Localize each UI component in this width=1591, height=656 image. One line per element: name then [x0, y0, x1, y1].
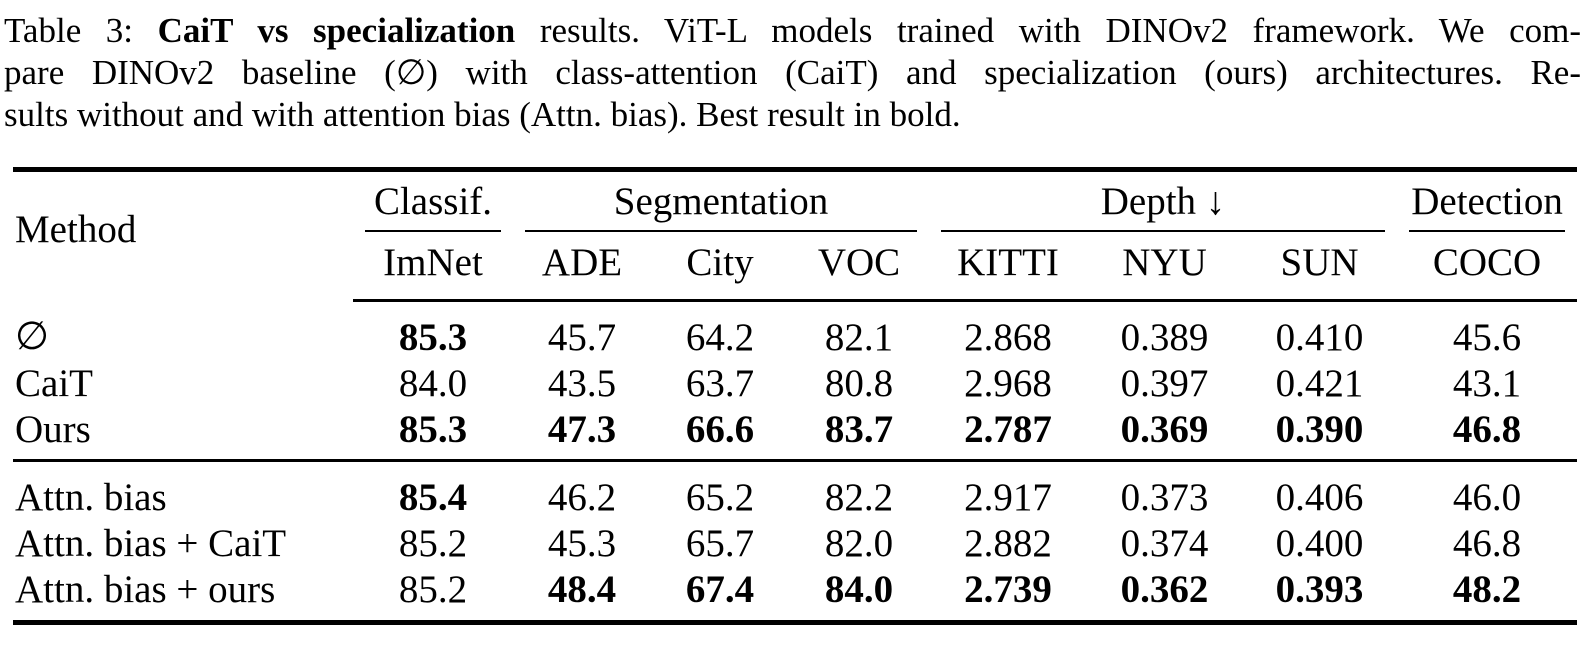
- value-cell: 82.2: [824, 476, 894, 519]
- method-cell: Attn. bias + ours: [15, 568, 276, 611]
- caption-line-3: sults without and with attention bias (A…: [4, 95, 961, 134]
- value-cell: 85.4: [398, 476, 468, 519]
- group-rule-classif: [365, 230, 501, 232]
- method-cell: Ours: [15, 408, 91, 451]
- table-caption: Table 3: CaiT vs specialization results.…: [4, 10, 1581, 136]
- value-cell: 63.7: [685, 362, 755, 405]
- caption-line-2: pare DINOv2 baseline (∅) with class-atte…: [4, 53, 1581, 92]
- group-header-classif: Classif.: [353, 170, 513, 232]
- column-header-coco: COCO: [1397, 232, 1578, 302]
- value-cell: 48.4: [547, 568, 617, 611]
- group-header-segmentation: Segmentation: [513, 170, 929, 232]
- table-row-attn-bias-ours: Attn. bias + ours 85.2 48.4 67.4 84.0 2.…: [13, 567, 1577, 623]
- group-label-segmentation: Segmentation: [613, 180, 829, 223]
- caption-prefix: Table 3:: [4, 11, 158, 50]
- column-header-nyu: NYU: [1087, 232, 1243, 302]
- table-row-baseline: ∅ 85.3 45.7 64.2 82.1 2.868 0.389 0.410 …: [13, 301, 1577, 362]
- caption-bold-title: CaiT vs specialization: [157, 11, 516, 50]
- method-cell: Attn. bias + CaiT: [15, 522, 287, 565]
- value-cell: 46.8: [1452, 522, 1522, 565]
- value-cell: 48.2: [1452, 568, 1522, 611]
- group-header-depth: Depth ↓: [929, 170, 1397, 232]
- table-row-attn-bias-cait: Attn. bias + CaiT 85.2 45.3 65.7 82.0 2.…: [13, 521, 1577, 567]
- value-cell: 2.868: [964, 316, 1052, 359]
- value-cell: 84.0: [824, 568, 894, 611]
- caption-line-1-rest: results. ViT-L models trained with DINOv…: [515, 11, 1582, 50]
- value-cell: 0.421: [1275, 362, 1364, 405]
- value-cell: 0.400: [1275, 522, 1364, 565]
- value-cell: 46.0: [1452, 476, 1522, 519]
- section-baseline: ∅ 85.3 45.7 64.2 82.1 2.868 0.389 0.410 …: [13, 301, 1578, 461]
- value-cell: 65.2: [685, 476, 755, 519]
- value-cell: 0.406: [1275, 476, 1364, 519]
- group-rule-depth: [941, 230, 1386, 232]
- value-cell: 47.3: [547, 408, 617, 451]
- value-cell: 0.389: [1120, 316, 1209, 359]
- results-table: Method Classif. Segmentation Depth ↓ Det…: [13, 167, 1578, 625]
- value-cell: 2.739: [964, 568, 1052, 611]
- group-label-depth: Depth ↓: [1100, 180, 1226, 223]
- method-cell: ∅: [15, 315, 49, 359]
- column-header-voc: VOC: [789, 232, 930, 302]
- value-cell: 85.2: [398, 522, 468, 565]
- table-row-attn-bias: Attn. bias 85.4 46.2 65.2 82.2 2.917 0.3…: [13, 461, 1577, 522]
- value-cell: 2.882: [964, 522, 1052, 565]
- value-cell: 0.373: [1120, 476, 1209, 519]
- value-cell: 0.390: [1275, 408, 1364, 451]
- value-cell: 0.393: [1275, 568, 1364, 611]
- value-cell: 80.8: [824, 362, 894, 405]
- value-cell: 46.2: [547, 476, 617, 519]
- value-cell: 65.7: [685, 522, 755, 565]
- value-cell: 67.4: [685, 568, 755, 611]
- column-header-city: City: [651, 232, 789, 302]
- method-cell: Attn. bias: [15, 476, 167, 519]
- value-cell: 0.362: [1120, 568, 1209, 611]
- value-cell: 43.5: [547, 362, 617, 405]
- column-header-imnet: ImNet: [353, 232, 513, 302]
- value-cell: 0.397: [1120, 362, 1209, 405]
- value-cell: 0.369: [1120, 408, 1209, 451]
- value-cell: 2.787: [964, 408, 1052, 451]
- value-cell: 82.1: [824, 316, 894, 359]
- group-label-classif: Classif.: [373, 180, 493, 223]
- group-header-row: Method Classif. Segmentation Depth ↓ Det…: [13, 170, 1577, 251]
- method-cell: CaiT: [15, 362, 93, 405]
- table-row-cait: CaiT 84.0 43.5 63.7 80.8 2.968 0.397 0.4…: [13, 361, 1577, 407]
- value-cell: 43.1: [1452, 362, 1522, 405]
- value-cell: 45.6: [1452, 316, 1522, 359]
- value-cell: 0.410: [1275, 316, 1364, 359]
- column-header-sun: SUN: [1242, 232, 1398, 302]
- sub-header-row: ImNet ADE City VOC KITTI NYU SUN COCO: [13, 232, 1578, 302]
- value-cell: 84.0: [398, 362, 468, 405]
- value-cell: 82.0: [824, 522, 894, 565]
- value-cell: 2.968: [964, 362, 1052, 405]
- value-cell: 45.7: [547, 316, 617, 359]
- value-cell: 85.3: [398, 408, 468, 451]
- value-cell: 85.2: [398, 568, 468, 611]
- value-cell: 66.6: [685, 408, 755, 451]
- group-rule-segmentation: [525, 230, 918, 232]
- value-cell: 45.3: [547, 522, 617, 565]
- table-row-ours: Ours 85.3 47.3 66.6 83.7 2.787 0.369 0.3…: [13, 407, 1577, 461]
- caption-line-1: Table 3: CaiT vs specialization results.…: [4, 10, 1581, 52]
- group-header-detection: Detection: [1397, 170, 1577, 232]
- column-header-method: Method: [15, 207, 137, 251]
- value-cell: 64.2: [685, 316, 755, 359]
- value-cell: 0.374: [1120, 522, 1209, 565]
- section-attn-bias: Attn. bias 85.4 46.2 65.2 82.2 2.917 0.3…: [13, 461, 1577, 623]
- group-label-detection: Detection: [1411, 180, 1563, 223]
- value-cell: 2.917: [964, 476, 1052, 519]
- value-cell: 46.8: [1452, 408, 1522, 451]
- column-header-kitti: KITTI: [929, 232, 1088, 302]
- column-header-ade: ADE: [513, 232, 651, 302]
- table-header: Method Classif. Segmentation Depth ↓ Det…: [13, 170, 1578, 302]
- group-rule-detection: [1409, 230, 1566, 232]
- value-cell: 83.7: [824, 408, 894, 451]
- value-cell: 85.3: [398, 316, 468, 359]
